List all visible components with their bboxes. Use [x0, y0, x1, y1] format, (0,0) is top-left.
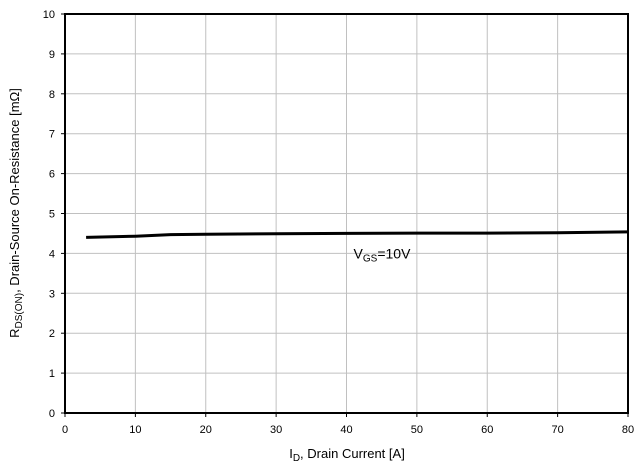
- y-tick-label-4: 4: [49, 248, 55, 260]
- y-tick-label-2: 2: [49, 328, 55, 340]
- x-tick-label-5: 50: [411, 424, 423, 436]
- y-tick-labels: 0 1 2 3 4 5 6 7 8 9 10: [43, 9, 65, 420]
- x-tick-label-4: 40: [340, 424, 352, 436]
- y-tick-label-8: 8: [49, 89, 55, 101]
- y-tick-label-5: 5: [49, 209, 55, 221]
- y-tick-label-10: 10: [43, 9, 55, 21]
- x-tick-labels: 0 10 20 30 40 50 60 70 80: [62, 413, 634, 436]
- vgs-annotation: VGS=10V: [354, 245, 412, 264]
- y-tick-label-3: 3: [49, 288, 55, 300]
- x-tick-label-6: 60: [481, 424, 493, 436]
- y-tick-label-9: 9: [49, 49, 55, 61]
- y-tick-label-0: 0: [49, 408, 55, 420]
- series-line-0: [86, 230, 629, 239]
- y-tick-label-7: 7: [49, 129, 55, 141]
- y-tick-label-6: 6: [49, 169, 55, 181]
- y-axis-label: RDS(ON), Drain-Source On-Resistance [mΩ]: [7, 88, 25, 338]
- x-tick-label-2: 20: [200, 424, 212, 436]
- x-tick-label-3: 30: [270, 424, 282, 436]
- grid-lines: [64, 13, 629, 414]
- x-tick-label-1: 10: [129, 424, 141, 436]
- y-tick-label-1: 1: [49, 368, 55, 380]
- x-tick-label-7: 70: [552, 424, 564, 436]
- x-axis-label: ID, Drain Current [A]: [289, 446, 405, 464]
- series-group: [86, 230, 629, 239]
- x-tick-label-8: 80: [622, 424, 634, 436]
- x-tick-label-0: 0: [62, 424, 68, 436]
